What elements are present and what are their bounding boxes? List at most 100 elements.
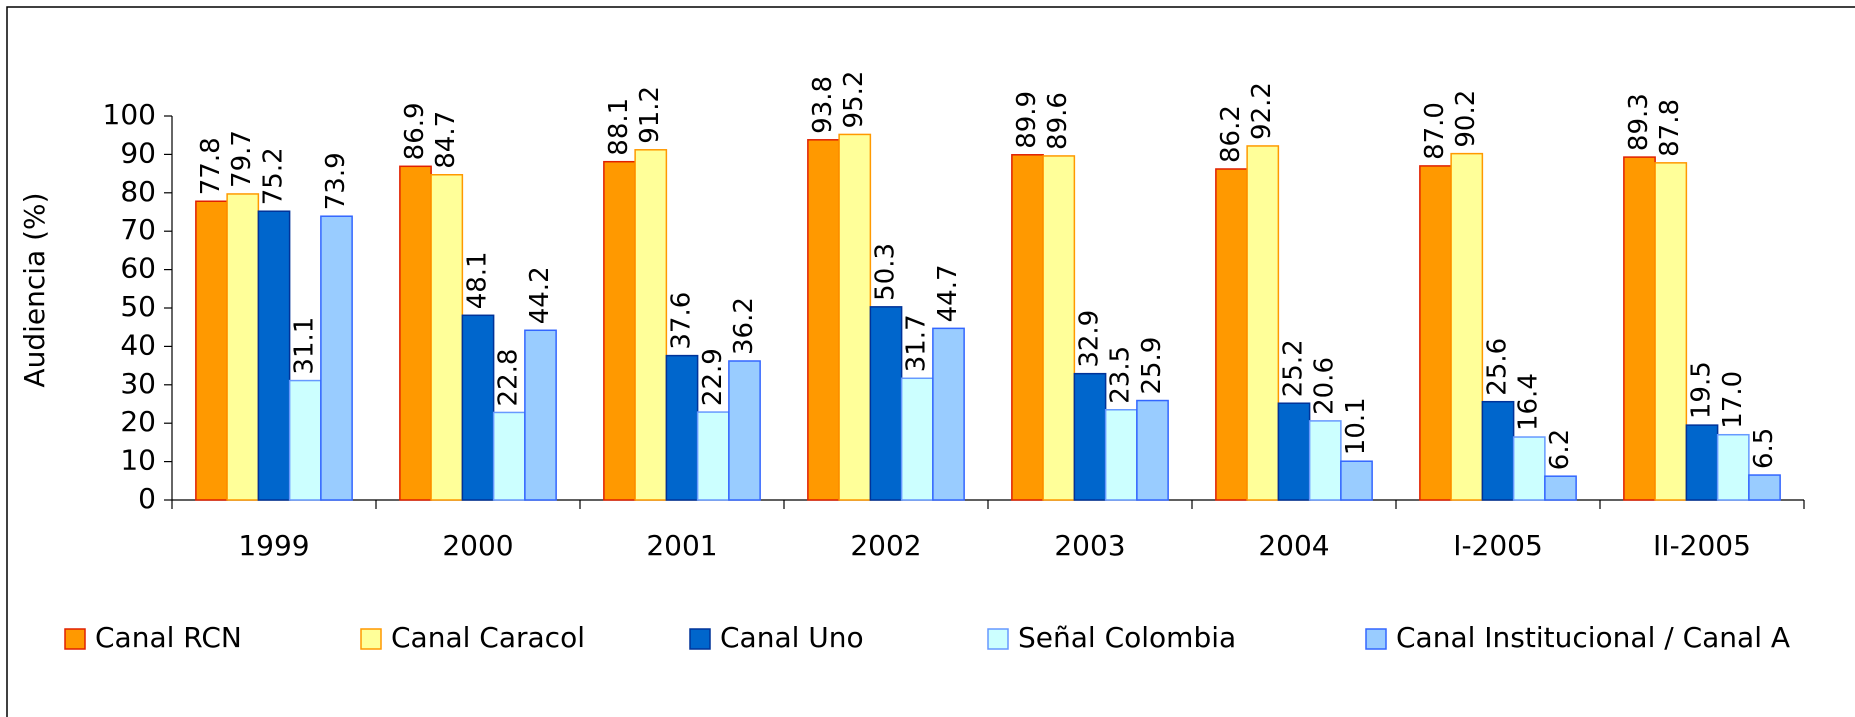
bar: [1104, 409, 1138, 501]
x-tick-label: 2002: [850, 529, 921, 562]
value-label: 31.7: [902, 314, 932, 372]
value-label: 25.2: [1279, 339, 1309, 397]
bar: [1623, 156, 1656, 501]
chart-frame: [6, 6, 1855, 717]
bar: [195, 200, 228, 501]
y-axis-title: Audiencia (%): [18, 192, 51, 387]
y-tick-label: 20: [120, 405, 156, 438]
bar: [492, 411, 526, 501]
y-tick-label: 30: [120, 367, 156, 400]
value-label: 93.8: [808, 76, 838, 134]
value-label: 87.8: [1655, 99, 1685, 157]
bar: [1340, 460, 1373, 501]
x-tick-label: II-2005: [1653, 529, 1751, 562]
bar: [430, 174, 464, 501]
legend-label: Señal Colombia: [1018, 621, 1236, 654]
bar: [728, 360, 761, 501]
legend-swatch: [360, 628, 382, 650]
bar: [320, 215, 353, 501]
value-label: 36.2: [729, 297, 759, 355]
bar: [696, 411, 730, 501]
value-label: 75.2: [259, 147, 289, 205]
value-label: 86.2: [1216, 105, 1246, 163]
bar: [1512, 436, 1546, 501]
y-tick-label: 70: [120, 213, 156, 246]
bar: [869, 306, 903, 501]
bar: [257, 210, 291, 501]
value-label: 10.1: [1341, 397, 1371, 455]
value-label: 48.1: [463, 251, 493, 309]
value-label: 89.3: [1624, 93, 1654, 151]
x-tick-label: I-2005: [1453, 529, 1543, 562]
bar: [1544, 475, 1577, 501]
bar: [634, 149, 668, 501]
bar: [1215, 168, 1248, 501]
bar: [932, 327, 965, 501]
x-tick-label: 2004: [1258, 529, 1329, 562]
legend-swatch: [689, 628, 711, 650]
bar: [1716, 433, 1750, 501]
value-label: 90.2: [1451, 90, 1481, 148]
bar: [807, 139, 840, 501]
y-tick-label: 100: [103, 98, 156, 131]
bar: [1481, 400, 1515, 501]
bar: [524, 329, 557, 501]
value-label: 79.7: [227, 130, 257, 188]
value-label: 86.9: [400, 102, 430, 160]
bar: [226, 193, 260, 501]
bar: [1277, 402, 1311, 501]
legend-label: Canal Uno: [720, 621, 864, 654]
value-label: 22.9: [698, 348, 728, 406]
y-tick-label: 10: [120, 444, 156, 477]
value-label: 22.8: [494, 349, 524, 407]
bar: [1654, 162, 1688, 501]
bar: [1246, 145, 1280, 501]
legend-label: Canal Caracol: [391, 621, 585, 654]
legend-swatch: [987, 628, 1009, 650]
bar: [461, 314, 495, 501]
value-label: 95.2: [839, 71, 869, 129]
value-label: 23.5: [1106, 346, 1136, 404]
value-label: 32.9: [1075, 310, 1105, 368]
value-label: 6.2: [1545, 429, 1575, 470]
value-label: 16.4: [1514, 373, 1544, 431]
y-tick-label: 40: [120, 328, 156, 361]
value-label: 84.7: [431, 111, 461, 169]
bar: [665, 354, 699, 501]
y-tick-label: 50: [120, 290, 156, 323]
x-tick-label: 2000: [442, 529, 513, 562]
bar: [1748, 474, 1781, 501]
value-label: 25.6: [1483, 338, 1513, 396]
bar: [1011, 154, 1044, 501]
value-label: 44.2: [525, 266, 555, 324]
value-label: 73.9: [321, 152, 351, 210]
value-label: 50.3: [871, 243, 901, 301]
y-tick-label: 90: [120, 136, 156, 169]
value-label: 89.6: [1043, 92, 1073, 150]
value-label: 92.2: [1247, 82, 1277, 140]
x-tick-label: 1999: [238, 529, 309, 562]
bar: [603, 160, 636, 501]
value-label: 17.0: [1718, 371, 1748, 429]
bar: [1450, 152, 1484, 501]
bar: [900, 377, 934, 501]
bar: [1136, 399, 1169, 501]
y-tick-label: 60: [120, 252, 156, 285]
bar: [1308, 420, 1342, 501]
value-label: 6.5: [1749, 428, 1779, 469]
y-tick-label: 0: [138, 482, 156, 515]
value-label: 31.1: [290, 317, 320, 375]
value-label: 37.6: [667, 292, 697, 350]
x-tick-label: 2003: [1054, 529, 1125, 562]
value-label: 88.1: [604, 98, 634, 156]
legend-swatch: [1365, 628, 1387, 650]
bar: [1073, 372, 1107, 501]
value-label: 20.6: [1310, 357, 1340, 415]
value-label: 89.9: [1012, 91, 1042, 149]
bar: [288, 379, 322, 501]
bar: [1419, 165, 1452, 501]
legend-label: Canal Institucional / Canal A: [1396, 621, 1790, 654]
bar: [1685, 424, 1719, 501]
y-tick-label: 80: [120, 175, 156, 208]
